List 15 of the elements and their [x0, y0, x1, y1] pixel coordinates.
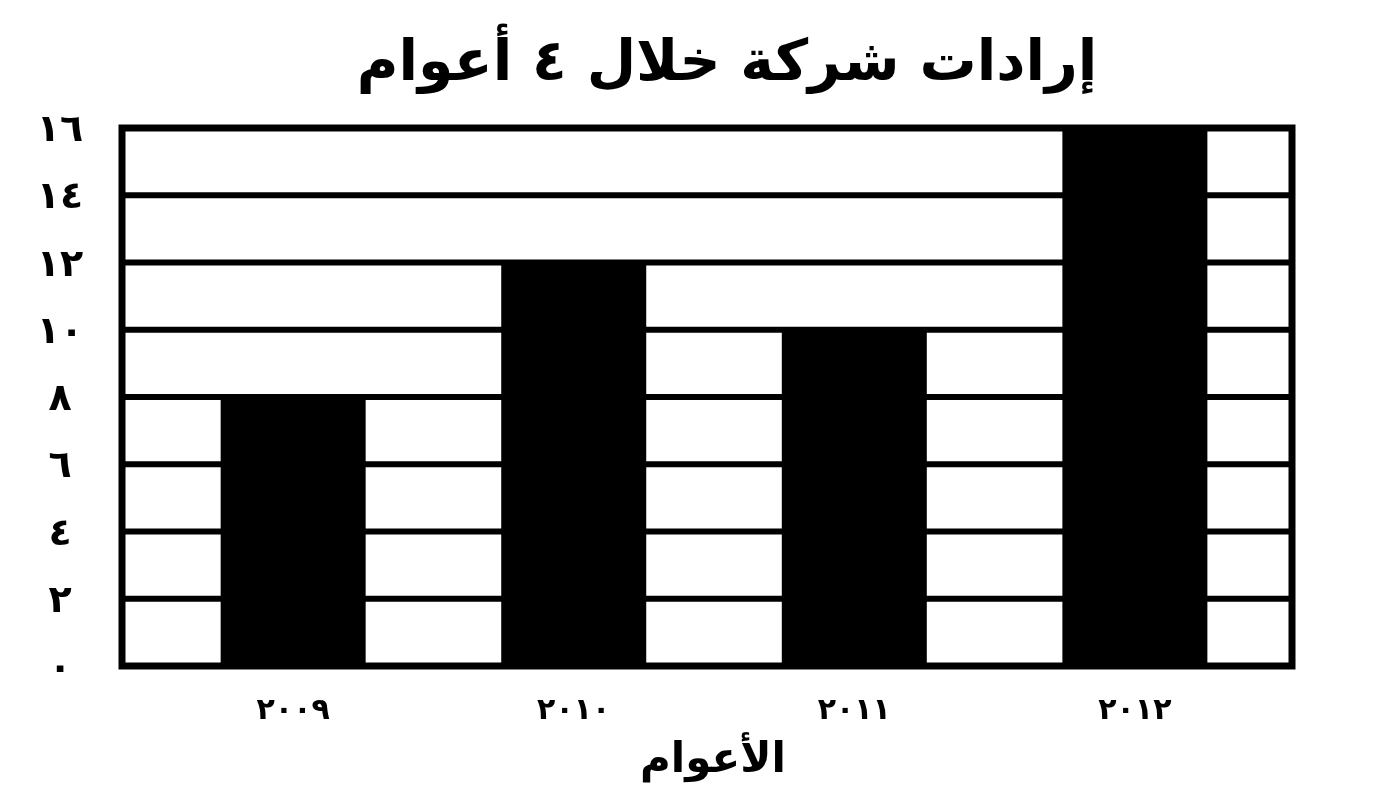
y-tick-label: ١٤ [36, 173, 84, 218]
y-tick-label: ٦ [48, 442, 72, 487]
y-tick-label: ٨ [48, 375, 72, 419]
y-tick-label: ١٢ [36, 240, 84, 285]
y-tick-label: ٢ [48, 576, 72, 621]
x-tick-label: ٢٠١٠ [537, 691, 611, 726]
x-tick-label: ٢٠١١ [817, 691, 891, 726]
x-tick-label: ٢٠٠٩ [256, 691, 330, 726]
y-tick-label: ١٠ [36, 307, 84, 352]
x-axis-title: الأعوام [640, 732, 786, 783]
x-tick-label: ٢٠١٢ [1098, 691, 1172, 726]
chart-title: إرادات شركة خلال ٤ أعوام [356, 23, 1098, 95]
y-tick-label: ٠ [48, 644, 72, 688]
y-tick-label: ١٦ [36, 106, 84, 150]
y-tick-label: ٤ [48, 509, 72, 554]
